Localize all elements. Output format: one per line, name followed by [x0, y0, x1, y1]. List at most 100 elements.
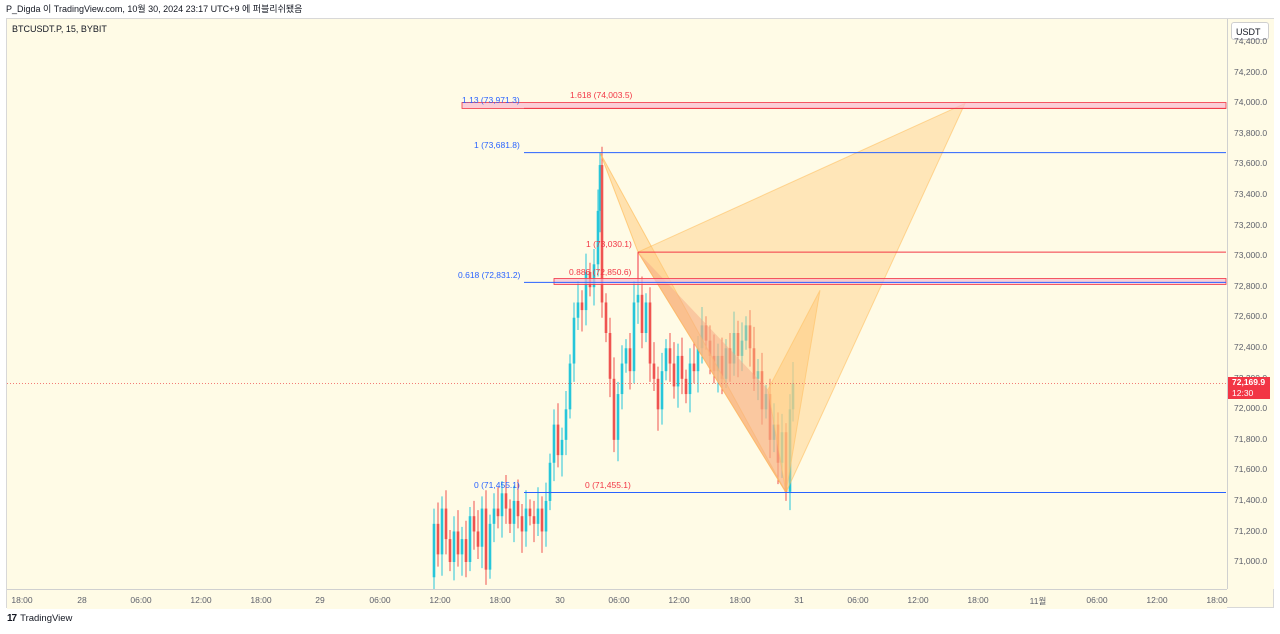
candle-body [448, 539, 452, 562]
candle-body [692, 363, 696, 372]
time-tick-label: 18:00 [11, 595, 33, 605]
candle-body [584, 271, 588, 311]
time-tick-label: 12:00 [907, 595, 929, 605]
candle-body [576, 302, 580, 318]
time-tick-label: 12:00 [429, 595, 451, 605]
candle-body [468, 516, 472, 562]
price-tick-label: 71,000.0 [1234, 556, 1268, 567]
candle-body [752, 348, 756, 379]
candle-body [760, 371, 764, 410]
candle-body [640, 294, 644, 333]
time-tick-label: 29 [315, 595, 325, 605]
fib-left-0618-label: 0.618 (72,831.2) [458, 270, 521, 280]
candle-body [516, 500, 520, 517]
candle-body [568, 363, 572, 410]
candle-body [748, 325, 752, 349]
candle-body [536, 508, 540, 524]
candle-body [492, 508, 496, 524]
symbol-info[interactable]: BTCUSDT.P, 15, BYBIT [12, 24, 107, 34]
time-tick-label: 12:00 [190, 595, 212, 605]
candle-body [672, 363, 676, 387]
candle-body [504, 493, 508, 509]
publish-header: P_Digda 이 TradingView.com, 10월 30, 2024 … [0, 0, 1280, 18]
candle-body [600, 165, 604, 303]
time-tick-label: 06:00 [130, 595, 152, 605]
candle-body [616, 394, 620, 440]
fib-right-0886-label: 0.886 (72,850.6) [569, 267, 632, 277]
candle-body [556, 424, 560, 456]
chart-frame[interactable] [6, 18, 1274, 608]
price-tick-label: 73,200.0 [1234, 219, 1268, 230]
candle-body [768, 394, 772, 440]
fib-left-113-label: 1.13 (73,971.3) [462, 95, 520, 105]
candle-body [440, 508, 444, 555]
time-tick-label: 18:00 [967, 595, 989, 605]
candle-body [644, 302, 648, 333]
candle-body [548, 462, 552, 501]
price-tick-label: 73,600.0 [1234, 158, 1268, 169]
fib-upper-band[interactable] [461, 102, 1227, 109]
candle-body [720, 355, 724, 379]
candle-body [632, 302, 636, 372]
candle-body [456, 531, 460, 555]
candle-body [560, 439, 564, 456]
time-tick-label: 18:00 [729, 595, 751, 605]
candle-body [592, 264, 596, 288]
time-axis[interactable] [7, 589, 1227, 609]
candle-body [772, 424, 776, 440]
harmonic-projection-triangle[interactable] [637, 102, 967, 494]
last-price-badge: 72,169.9 12:30 [1228, 377, 1270, 399]
price-axis[interactable] [1227, 19, 1274, 589]
candle-body [696, 348, 700, 372]
candle-body [552, 424, 556, 463]
tradingview-footer[interactable]: 17 TradingView [7, 613, 72, 624]
harmonic-bcd-triangle[interactable] [767, 290, 821, 493]
time-tick-label: 06:00 [847, 595, 869, 605]
candle-body [680, 355, 684, 379]
candle-body [436, 523, 440, 555]
candle-body [764, 394, 768, 410]
price-tick-label: 71,600.0 [1234, 464, 1268, 475]
price-tick-label: 73,000.0 [1234, 250, 1268, 261]
last-price-value: 72,169.9 [1232, 377, 1266, 387]
candle-body [756, 371, 760, 379]
candle-body [656, 378, 660, 410]
candle-body [532, 516, 536, 524]
price-tick-label: 74,200.0 [1234, 66, 1268, 77]
candle-body [620, 363, 624, 395]
candle-body [432, 523, 436, 578]
candle-body [724, 348, 728, 379]
price-tick-label: 72,800.0 [1234, 280, 1268, 291]
candle-body [520, 516, 524, 532]
candle-body [564, 409, 568, 440]
candle-body [596, 210, 600, 265]
time-tick-label: 06:00 [608, 595, 630, 605]
overlays-layer [7, 102, 1227, 494]
time-tick-label: 06:00 [369, 595, 391, 605]
candle-body [740, 340, 744, 356]
fib-0886-band[interactable] [553, 278, 1227, 285]
publish-header-text: P_Digda 이 TradingView.com, 10월 30, 2024 … [6, 4, 303, 14]
harmonic-abd-triangle[interactable] [638, 252, 786, 493]
candle-body [684, 378, 688, 395]
candle-body [480, 508, 484, 547]
candle-body [524, 508, 528, 532]
candle-body [736, 333, 740, 356]
chart-plot[interactable] [7, 19, 1227, 589]
time-tick-label: 18:00 [489, 595, 511, 605]
tradingview-logo-icon: 17 [7, 613, 17, 624]
candle-body [484, 508, 488, 570]
fib-left-1-label: 1 (73,681.8) [474, 140, 520, 150]
candle-body [628, 348, 632, 372]
fib-right-1-label: 1 (73,030.1) [586, 239, 632, 249]
candle-body [608, 333, 612, 379]
time-tick-label: 31 [794, 595, 804, 605]
time-tick-label: 12:00 [668, 595, 690, 605]
candle-body [676, 355, 680, 387]
candle-body [496, 508, 500, 517]
price-tick-label: 72,600.0 [1234, 311, 1268, 322]
candle-body [716, 355, 720, 372]
price-tick-label: 73,400.0 [1234, 189, 1268, 199]
candle-body [636, 294, 640, 303]
currency-button[interactable]: USDT [1231, 22, 1269, 40]
